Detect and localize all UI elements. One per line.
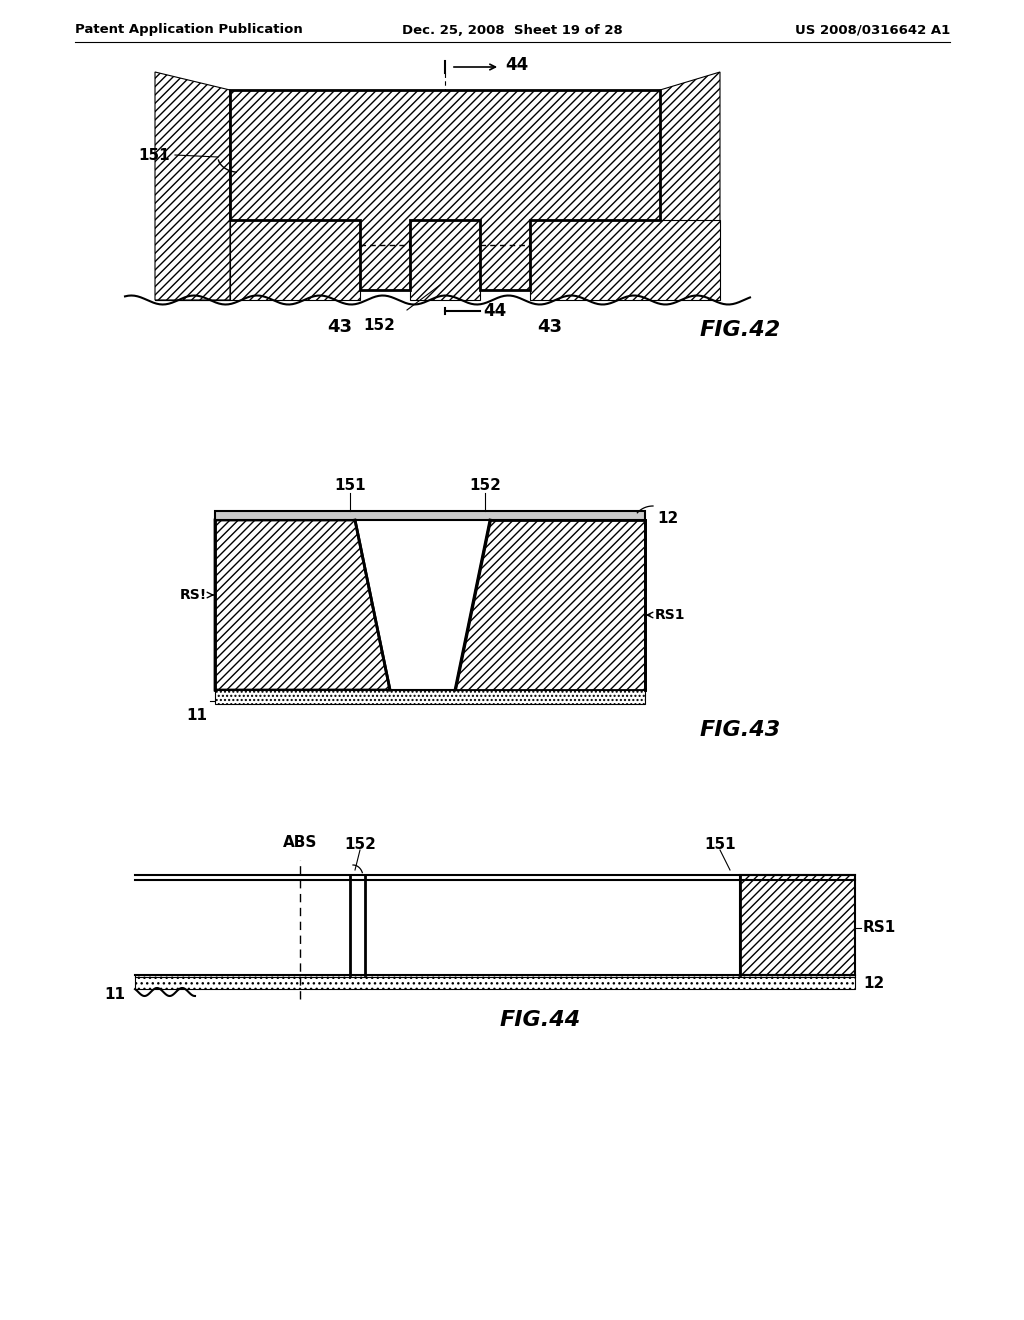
- Text: 152: 152: [469, 478, 501, 492]
- Polygon shape: [455, 520, 645, 690]
- Polygon shape: [215, 511, 645, 520]
- Text: FIG.43: FIG.43: [700, 719, 781, 741]
- Polygon shape: [215, 690, 645, 704]
- Text: FIG.44: FIG.44: [500, 1010, 581, 1030]
- Polygon shape: [230, 90, 660, 290]
- Text: 152: 152: [364, 318, 395, 333]
- Text: 12: 12: [657, 511, 678, 525]
- Polygon shape: [530, 220, 720, 300]
- Text: 44: 44: [483, 302, 506, 319]
- Text: 44: 44: [505, 55, 528, 74]
- Text: RS1: RS1: [863, 920, 896, 935]
- Polygon shape: [410, 220, 480, 300]
- Text: 12: 12: [863, 975, 885, 991]
- Text: US 2008/0316642 A1: US 2008/0316642 A1: [795, 24, 950, 37]
- Text: Dec. 25, 2008  Sheet 19 of 28: Dec. 25, 2008 Sheet 19 of 28: [401, 24, 623, 37]
- Text: ABS: ABS: [283, 836, 317, 850]
- Text: 152: 152: [344, 837, 376, 851]
- Text: RS1: RS1: [655, 609, 685, 622]
- Text: 151: 151: [334, 478, 366, 492]
- Polygon shape: [660, 73, 720, 300]
- Polygon shape: [155, 220, 360, 300]
- Polygon shape: [215, 520, 390, 690]
- Text: 43: 43: [538, 318, 562, 337]
- Text: 151: 151: [138, 148, 170, 162]
- Polygon shape: [740, 875, 855, 975]
- Text: 43: 43: [328, 318, 352, 337]
- Text: 151: 151: [705, 837, 736, 851]
- Text: 11: 11: [186, 708, 207, 723]
- Polygon shape: [135, 975, 855, 989]
- Polygon shape: [155, 73, 230, 300]
- Text: 11: 11: [104, 987, 125, 1002]
- Text: RS!: RS!: [180, 587, 207, 602]
- Text: FIG.42: FIG.42: [700, 319, 781, 341]
- Text: Patent Application Publication: Patent Application Publication: [75, 24, 303, 37]
